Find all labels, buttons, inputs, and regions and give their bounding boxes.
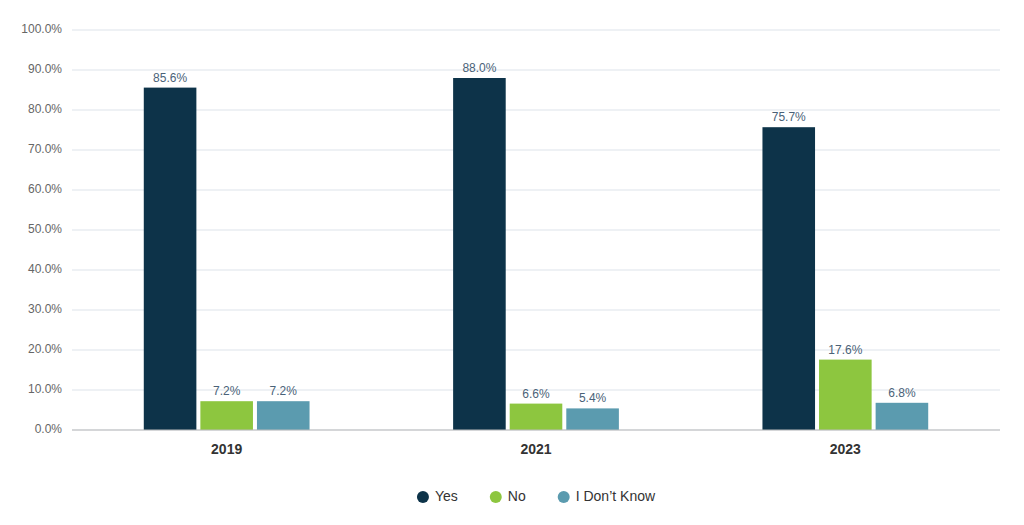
- bar: [144, 88, 197, 430]
- y-grid: [72, 30, 1000, 430]
- y-tick-label: 100.0%: [21, 22, 62, 36]
- y-tick-label: 70.0%: [28, 142, 62, 156]
- y-tick-label: 10.0%: [28, 382, 62, 396]
- grid-line: [72, 70, 1000, 71]
- data-label: 75.7%: [772, 110, 806, 124]
- y-tick-label: 90.0%: [28, 62, 62, 76]
- data-label: 5.4%: [579, 391, 607, 405]
- x-axis-line: [72, 430, 1000, 431]
- grid-line: [72, 30, 1000, 31]
- y-tick-label: 20.0%: [28, 342, 62, 356]
- chart-svg: 0.0% 10.0% 20.0% 30.0% 40.0% 50.0% 60.0% 70.0% 8…: [0, 0, 1024, 525]
- legend-label: I Don’t Know: [576, 488, 656, 504]
- bar: [566, 408, 619, 430]
- bar: [876, 403, 929, 430]
- legend-label: Yes: [435, 488, 458, 504]
- y-tick-label: 80.0%: [28, 102, 62, 116]
- legend-marker: [490, 491, 502, 503]
- grid-line: [72, 430, 1000, 431]
- y-axis: 0.0% 10.0% 20.0% 30.0% 40.0% 50.0% 60.0% 70.0% 8…: [21, 22, 62, 436]
- bars: [144, 78, 928, 430]
- x-tick-label: 2023: [830, 441, 861, 457]
- y-tick-label: 30.0%: [28, 302, 62, 316]
- x-tick-label: 2019: [211, 441, 242, 457]
- grid-line: [72, 110, 1000, 111]
- grid-line: [72, 150, 1000, 151]
- data-labels: 85.6% 88.0% 75.7% 7.2% 6.6% 17.6% 7.2% 5.4% 6.8%: [153, 61, 916, 405]
- legend-item: No: [490, 488, 526, 504]
- data-label: 7.2%: [270, 384, 298, 398]
- chart-container: 0.0% 10.0% 20.0% 30.0% 40.0% 50.0% 60.0% 70.0% 8…: [0, 0, 1024, 525]
- grid-line: [72, 190, 1000, 191]
- data-label: 7.2%: [213, 384, 241, 398]
- legend-marker: [417, 491, 429, 503]
- bar: [819, 360, 872, 430]
- bar: [453, 78, 506, 430]
- grid-line: [72, 310, 1000, 311]
- bar: [200, 401, 253, 430]
- background: [0, 0, 1024, 525]
- data-label: 17.6%: [828, 343, 862, 357]
- data-label: 6.6%: [522, 387, 550, 401]
- legend-item: I Don’t Know: [558, 488, 656, 504]
- y-tick-label: 60.0%: [28, 182, 62, 196]
- data-label: 85.6%: [153, 71, 187, 85]
- data-label: 6.8%: [888, 386, 916, 400]
- y-tick-label: 40.0%: [28, 262, 62, 276]
- bar: [257, 401, 310, 430]
- grid-line: [72, 230, 1000, 231]
- x-axis: 2019 2021 2023: [211, 441, 861, 457]
- x-tick-label: 2021: [520, 441, 551, 457]
- bar: [762, 127, 815, 430]
- legend-item: Yes: [417, 488, 458, 504]
- grid-line: [72, 270, 1000, 271]
- legend-label: No: [508, 488, 526, 504]
- legend-marker: [558, 491, 570, 503]
- y-tick-label: 0.0%: [35, 422, 63, 436]
- bar: [510, 404, 563, 430]
- data-label: 88.0%: [462, 61, 496, 75]
- y-tick-label: 50.0%: [28, 222, 62, 236]
- legend: Yes No I Don’t Know: [417, 488, 656, 504]
